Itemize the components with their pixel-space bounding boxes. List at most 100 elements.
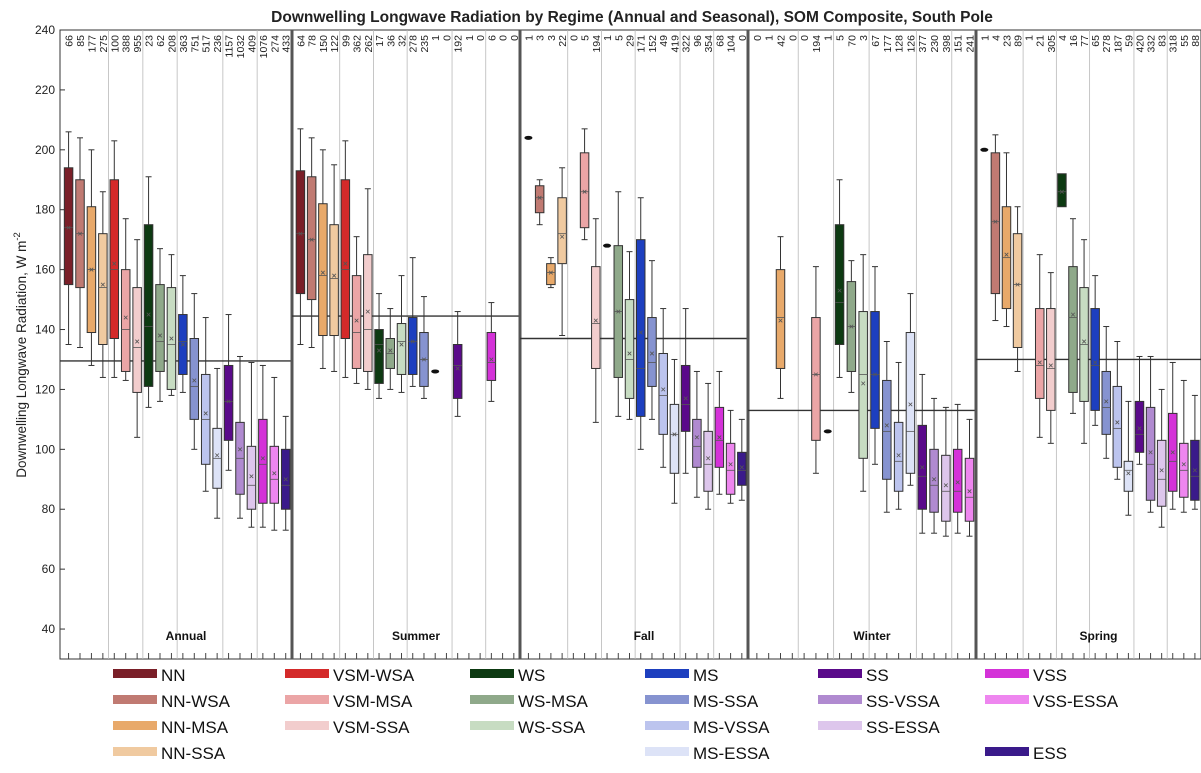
mean-marker	[849, 324, 854, 329]
mean-marker	[226, 399, 231, 404]
box-nn-wsa	[75, 137, 85, 348]
mean-marker	[1059, 189, 1064, 194]
mean-marker	[1104, 399, 1109, 404]
count-label: 0	[799, 35, 811, 41]
mean-marker	[135, 339, 140, 344]
box-ms-vssa	[658, 308, 668, 468]
count-label: 1	[523, 35, 535, 41]
legend-label: WS	[518, 666, 545, 685]
box-vss-essa	[1179, 379, 1189, 513]
mean-marker	[694, 435, 699, 440]
legend-swatch	[645, 721, 689, 730]
mean-marker	[1170, 450, 1175, 455]
count-label: 59	[1123, 35, 1135, 47]
y-tick-label: 200	[35, 143, 55, 157]
mean-marker	[89, 267, 94, 272]
legend-label: NN-WSA	[161, 692, 231, 711]
mean-marker	[739, 465, 744, 470]
box-body	[624, 299, 635, 399]
box-nn-ssa	[1012, 206, 1023, 372]
count-label: 151	[953, 35, 965, 53]
legend-swatch	[285, 721, 329, 730]
box-ws	[374, 293, 384, 399]
legend-label: WS-MSA	[518, 692, 589, 711]
box-body	[189, 338, 200, 420]
mean-marker	[215, 453, 220, 458]
count-label: 751	[189, 35, 201, 53]
box-body	[363, 254, 373, 372]
legend-item-vsm-wsa: VSM-WSA	[285, 666, 415, 685]
count-label: 1	[430, 35, 442, 41]
legend-swatch	[818, 695, 862, 704]
box-body	[658, 352, 668, 435]
mean-marker	[717, 435, 722, 440]
mean-marker	[1015, 282, 1020, 287]
legend-item-nn: NN	[113, 666, 186, 685]
legend-swatch	[285, 695, 329, 704]
count-label: 0	[498, 35, 510, 41]
legend-swatch	[985, 747, 1029, 756]
mean-marker	[123, 315, 128, 320]
legend-label: SS-VSSA	[866, 692, 940, 711]
box-ws-ssa	[166, 254, 177, 396]
count-label: 0	[475, 35, 487, 41]
box-ms-ssa	[419, 296, 429, 399]
mean-marker	[309, 237, 314, 242]
count-label: 64	[295, 35, 307, 47]
mean-marker	[813, 372, 819, 377]
box-body	[340, 179, 351, 340]
mean-marker	[872, 372, 878, 377]
mean-marker	[1192, 468, 1197, 473]
box-ws-msa	[613, 191, 624, 417]
box-ms	[178, 275, 188, 393]
count-label: 388	[121, 35, 133, 53]
mean-marker	[1081, 339, 1087, 344]
box-vss-essa	[964, 418, 975, 537]
count-label: 409	[246, 35, 258, 53]
mean-marker	[283, 477, 288, 482]
legend: NN NN-WSA NN-MSA NN-SSA VSM-WSA VSM-MSA VSM-SS…	[113, 666, 1119, 763]
chart-title: Downwelling Longwave Radiation by Regime…	[271, 9, 993, 26]
box-body	[98, 233, 108, 345]
box-body	[546, 263, 556, 286]
mean-marker	[908, 402, 913, 407]
box-body	[905, 332, 916, 474]
box-body	[120, 269, 131, 372]
box-ss-essa	[246, 361, 257, 528]
box-vsm-ssa	[132, 239, 142, 438]
count-label: 0	[752, 35, 764, 41]
box-ws	[143, 176, 154, 408]
count-label: 278	[408, 35, 420, 53]
mean-marker	[778, 318, 783, 323]
count-label: 85	[75, 35, 87, 47]
count-label: 5	[613, 35, 625, 41]
y-tick-label: 40	[42, 622, 56, 636]
box-ws	[1057, 173, 1067, 208]
legend-swatch	[818, 721, 862, 730]
box-ws-msa	[385, 308, 396, 390]
box-body	[1046, 308, 1056, 411]
box-vsm-msa	[351, 236, 362, 384]
box-body	[1068, 266, 1078, 393]
panel-label: Annual	[166, 629, 207, 643]
box-body	[858, 311, 868, 459]
box-ms	[1090, 275, 1100, 426]
box-ws	[834, 179, 845, 378]
count-label: 66	[64, 35, 76, 47]
count-label: 104	[726, 35, 738, 53]
count-label: 398	[941, 35, 953, 53]
box-ms-ssa	[647, 260, 657, 420]
count-label: 4	[1057, 35, 1069, 41]
legend-item-ws-msa: WS-MSA	[470, 692, 589, 711]
mean-marker	[260, 456, 265, 461]
legend-item-nn-wsa: NN-WSA	[113, 692, 231, 711]
single-point-marker	[524, 135, 533, 140]
legend-swatch	[470, 695, 514, 704]
box-nn-msa	[546, 257, 556, 289]
box-ss	[917, 373, 927, 534]
box-nn-ssa	[329, 164, 339, 372]
box-body	[351, 275, 362, 369]
mean-marker	[399, 342, 404, 347]
